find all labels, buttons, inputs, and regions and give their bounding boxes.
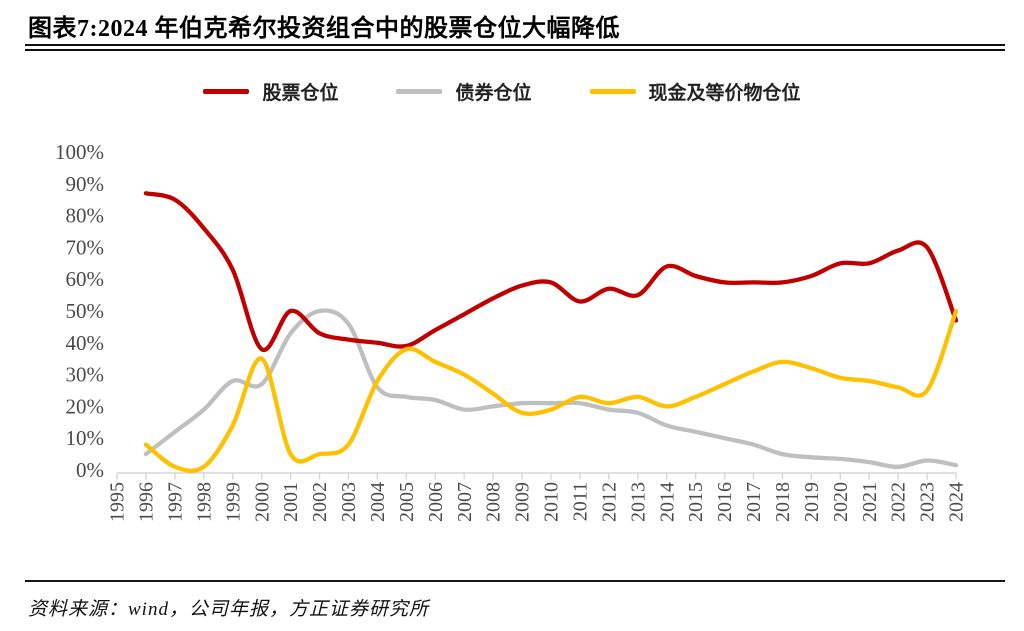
- bonds-line-swatch: [396, 89, 443, 94]
- legend-label-bonds: 债券仓位: [455, 83, 532, 104]
- y-tick-label: 70%: [66, 235, 105, 259]
- y-tick-label: 90%: [66, 172, 105, 196]
- x-tick-label: 2007: [454, 482, 476, 522]
- x-tick-label: 2019: [801, 482, 823, 522]
- x-tick-label: 1998: [193, 482, 215, 522]
- x-tick-label: 2021: [859, 482, 881, 522]
- y-tick-label: 40%: [66, 331, 105, 355]
- y-tick-label: 100%: [55, 140, 104, 164]
- x-tick-label: 2009: [512, 482, 534, 522]
- legend-label-cash: 现金及等价物仓位: [648, 83, 801, 104]
- x-tick-label: 2005: [396, 482, 418, 522]
- y-tick-label: 60%: [66, 267, 105, 291]
- y-tick-label: 50%: [66, 299, 105, 323]
- x-tick-label: 2004: [367, 482, 389, 522]
- stocks-line-swatch: [203, 89, 250, 94]
- y-tick-label: 80%: [66, 204, 105, 228]
- x-tick-label: 2001: [280, 482, 302, 522]
- legend-label-stocks: 股票仓位: [262, 83, 339, 104]
- x-tick-label: 2023: [917, 482, 939, 522]
- bonds-line: [143, 308, 959, 469]
- x-tick-label: 2006: [425, 482, 447, 522]
- stocks-line: [143, 191, 959, 352]
- x-tick-label: 1997: [165, 482, 187, 522]
- x-tick-label: 1995: [107, 482, 129, 522]
- y-tick-label: 20%: [66, 394, 105, 418]
- x-tick-label: 2000: [251, 482, 273, 522]
- cash-line-swatch: [589, 89, 636, 94]
- figure-title: 图表7:2024 年伯克希尔投资组合中的股票仓位大幅降低: [28, 16, 620, 42]
- line-chart: 1995 1996 1997 1998 1999 2000 2001 2002 2003 2004…: [55, 140, 968, 522]
- y-tick-label: 30%: [66, 363, 105, 387]
- x-tick-label: 1996: [136, 482, 158, 522]
- legend-item-stocks: 股票仓位: [203, 78, 338, 105]
- x-tick-label: 2003: [338, 482, 360, 522]
- x-tick-label: 2020: [830, 482, 852, 522]
- x-tick-label: 2015: [685, 482, 707, 522]
- x-tick-label: 2012: [598, 482, 620, 522]
- footer-divider: [25, 580, 1005, 582]
- legend-item-cash: 现金及等价物仓位: [589, 78, 801, 105]
- y-tick-label: 10%: [66, 426, 105, 450]
- cash-line: [143, 308, 959, 473]
- y-tick-label: 0%: [76, 458, 104, 482]
- x-tick-label: 2017: [743, 482, 765, 522]
- legend-item-bonds: 债券仓位: [396, 78, 532, 105]
- chart-legend: 股票仓位 债券仓位 现金及等价物仓位: [0, 78, 1004, 105]
- x-tick-label: 2013: [627, 482, 649, 522]
- title-divider: [25, 44, 1005, 51]
- x-tick-label: 1999: [222, 482, 244, 522]
- x-tick-label: 2011: [570, 482, 592, 521]
- source-note: 资料来源：wind，公司年报，方正证券研究所: [28, 599, 429, 620]
- x-tick-label: 2018: [772, 482, 794, 522]
- x-tick-label: 2002: [309, 482, 331, 522]
- x-tick-label: 2024: [946, 482, 968, 522]
- x-tick-label: 2010: [541, 482, 563, 522]
- x-tick-label: 2016: [714, 482, 736, 522]
- x-tick-label: 2014: [656, 482, 678, 522]
- x-tick-label: 2008: [483, 482, 505, 522]
- x-tick-label: 2022: [888, 482, 910, 522]
